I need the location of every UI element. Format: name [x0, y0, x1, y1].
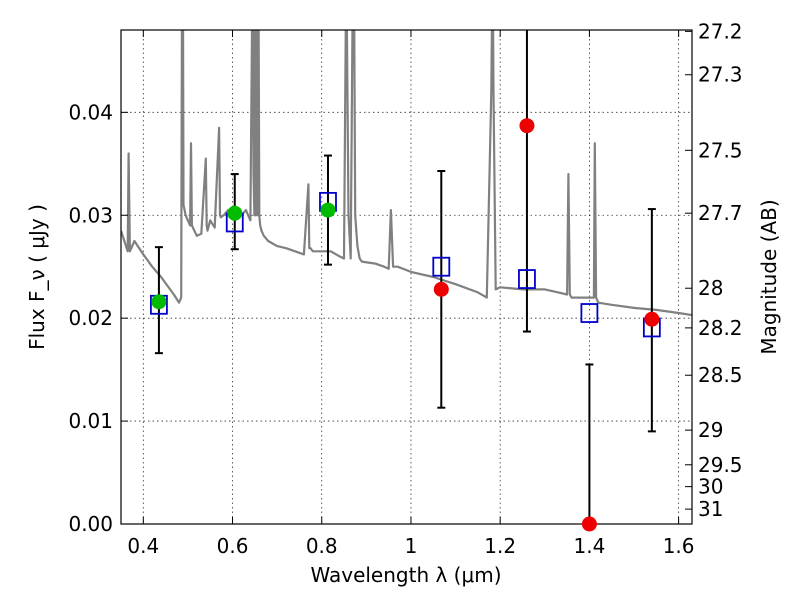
x-tick-label: 1.6 [663, 534, 695, 558]
y-tick-label: 0.03 [68, 203, 113, 227]
mag-tick-label: 27.5 [698, 138, 743, 162]
x-tick-label: 1 [405, 534, 418, 558]
mag-tick-label: 31 [698, 497, 723, 521]
model-photometry-square [580, 303, 599, 323]
mag-tick-label: 27.3 [698, 63, 743, 87]
y2-axis-title: Magnitude (AB) [757, 199, 781, 354]
plot-frame [120, 29, 693, 525]
mag-tick-label: 28.5 [698, 363, 743, 387]
mag-tick-label: 27.2 [698, 19, 743, 43]
observed-flux-point [644, 311, 660, 327]
mag-tick-label: 29.5 [698, 453, 743, 477]
mag-tick-label: 27.7 [698, 201, 743, 225]
x-tick-label: 0.4 [127, 534, 159, 558]
data-markers [150, 30, 661, 532]
observed-flux-point [433, 281, 449, 297]
mag-tick-label: 28 [698, 276, 723, 300]
y-tick-label: 0.00 [68, 512, 113, 536]
model-photometry-square [432, 256, 451, 277]
axis-ticks: 0.4 0.6 0.8 1 1.2 1.4 1.6 0.00 0.01 0.02 0.03 0.04 2… [68, 19, 742, 558]
x-axis-title: Wavelength λ (μm) [310, 563, 501, 587]
y-tick-label: 0.02 [68, 306, 113, 330]
observed-flux-point [519, 118, 535, 134]
x-tick-label: 0.6 [217, 534, 249, 558]
x-tick-label: 0.8 [306, 534, 338, 558]
observed-flux-point [320, 202, 336, 218]
mag-tick-label: 28.2 [698, 316, 743, 340]
observed-flux-point [581, 516, 597, 532]
x-tick-label: 1.4 [573, 534, 605, 558]
mag-tick-label: 29 [698, 418, 723, 442]
observed-flux-point [151, 294, 167, 310]
mag-tick-label: 30 [698, 475, 723, 499]
model-photometry-square [518, 269, 536, 289]
y-axis-title: Flux F_ν ( μJy ) [25, 204, 49, 350]
y-tick-label: 0.01 [68, 409, 113, 433]
observed-flux-point [227, 205, 243, 221]
plot-area [121, 30, 692, 317]
x-tick-label: 1.2 [484, 534, 516, 558]
spectrum-line [121, 30, 692, 317]
y-tick-label: 0.04 [68, 100, 113, 124]
